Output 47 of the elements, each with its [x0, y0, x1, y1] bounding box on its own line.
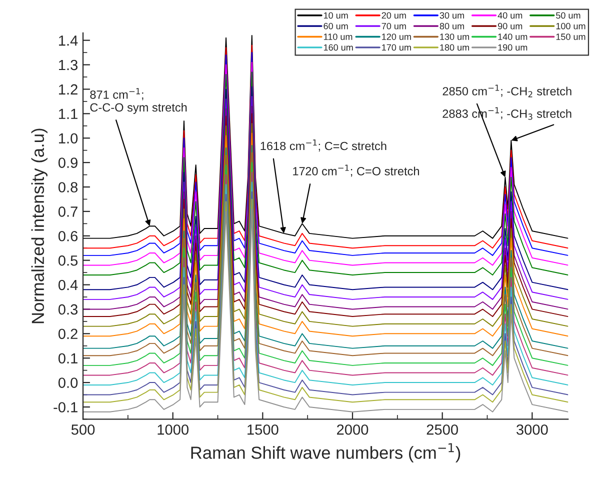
y-tick-label: 0.6	[58, 230, 78, 242]
y-tick-label: 0.3	[58, 304, 78, 315]
legend-label: 110 um	[324, 34, 352, 40]
legend-label: 180 um	[440, 44, 469, 51]
annotation: 2850 cm$^{−1}$; -CH$_{2}$ stretch	[442, 84, 572, 98]
legend-label: 20 um	[382, 12, 406, 19]
legend-label: 100 um	[556, 22, 586, 30]
legend-label: 90 um	[498, 22, 522, 30]
annotation: 1720 cm$^{−1}$; C=O stretch	[293, 164, 419, 177]
y-tick-label: -0.1	[54, 402, 78, 412]
legend-label: 30 um	[440, 12, 464, 19]
x-tick-label: 2000	[337, 424, 368, 435]
x-tick-label: 500	[71, 424, 95, 435]
x-tick-label: 2500	[426, 424, 458, 435]
x-tick-label: 1000	[158, 424, 188, 435]
legend-label: 40 um	[498, 12, 522, 19]
legend-label: 50 um	[556, 12, 580, 19]
y-tick-label: 1.0	[59, 133, 78, 144]
annotation: 871 cm$^{−1}$; C-C-O sym stretch	[90, 88, 187, 114]
y-axis-title: Normalized intensity (a.u)	[31, 128, 48, 324]
x-tick-label: 3000	[516, 424, 548, 435]
y-tick-label: 0.7	[58, 206, 78, 217]
legend-label: 60 um	[324, 22, 348, 30]
y-tick-label: 0.0	[58, 378, 78, 388]
y-tick-label: 0.2	[58, 328, 78, 340]
annotation: 1618 cm$^{−1}$; C=C stretch	[260, 140, 386, 152]
y-tick-label: 0.8	[58, 182, 78, 192]
y-tick-label: 0.5	[58, 255, 78, 266]
legend-label: 150 um	[556, 34, 586, 40]
y-tick-label: 0.9	[58, 158, 78, 168]
y-tick-label: 1.4	[59, 36, 78, 46]
x-axis-title: Raman Shift wave numbers (cm$^{−1}$)	[191, 443, 460, 462]
legend-label: 70 um	[382, 22, 406, 30]
legend-label: 160 um	[324, 44, 353, 51]
legend-label: 80 um	[440, 22, 464, 30]
legend-label: 10 um	[324, 12, 348, 19]
legend-label: 140 um	[498, 34, 528, 40]
y-tick-label: 1.3	[59, 60, 78, 70]
x-tick-label: 1500	[248, 424, 278, 435]
legend-label: 130 um	[440, 34, 469, 40]
y-tick-label: 1.2	[59, 84, 78, 94]
legend-label: 170 um	[382, 44, 411, 51]
y-tick-label: 0.4	[58, 280, 78, 290]
legend-label: 190 um	[498, 44, 528, 51]
legend-label: 120 um	[382, 34, 411, 40]
y-tick-label: 0.1	[58, 353, 78, 364]
y-tick-label: 1.1	[59, 108, 78, 119]
